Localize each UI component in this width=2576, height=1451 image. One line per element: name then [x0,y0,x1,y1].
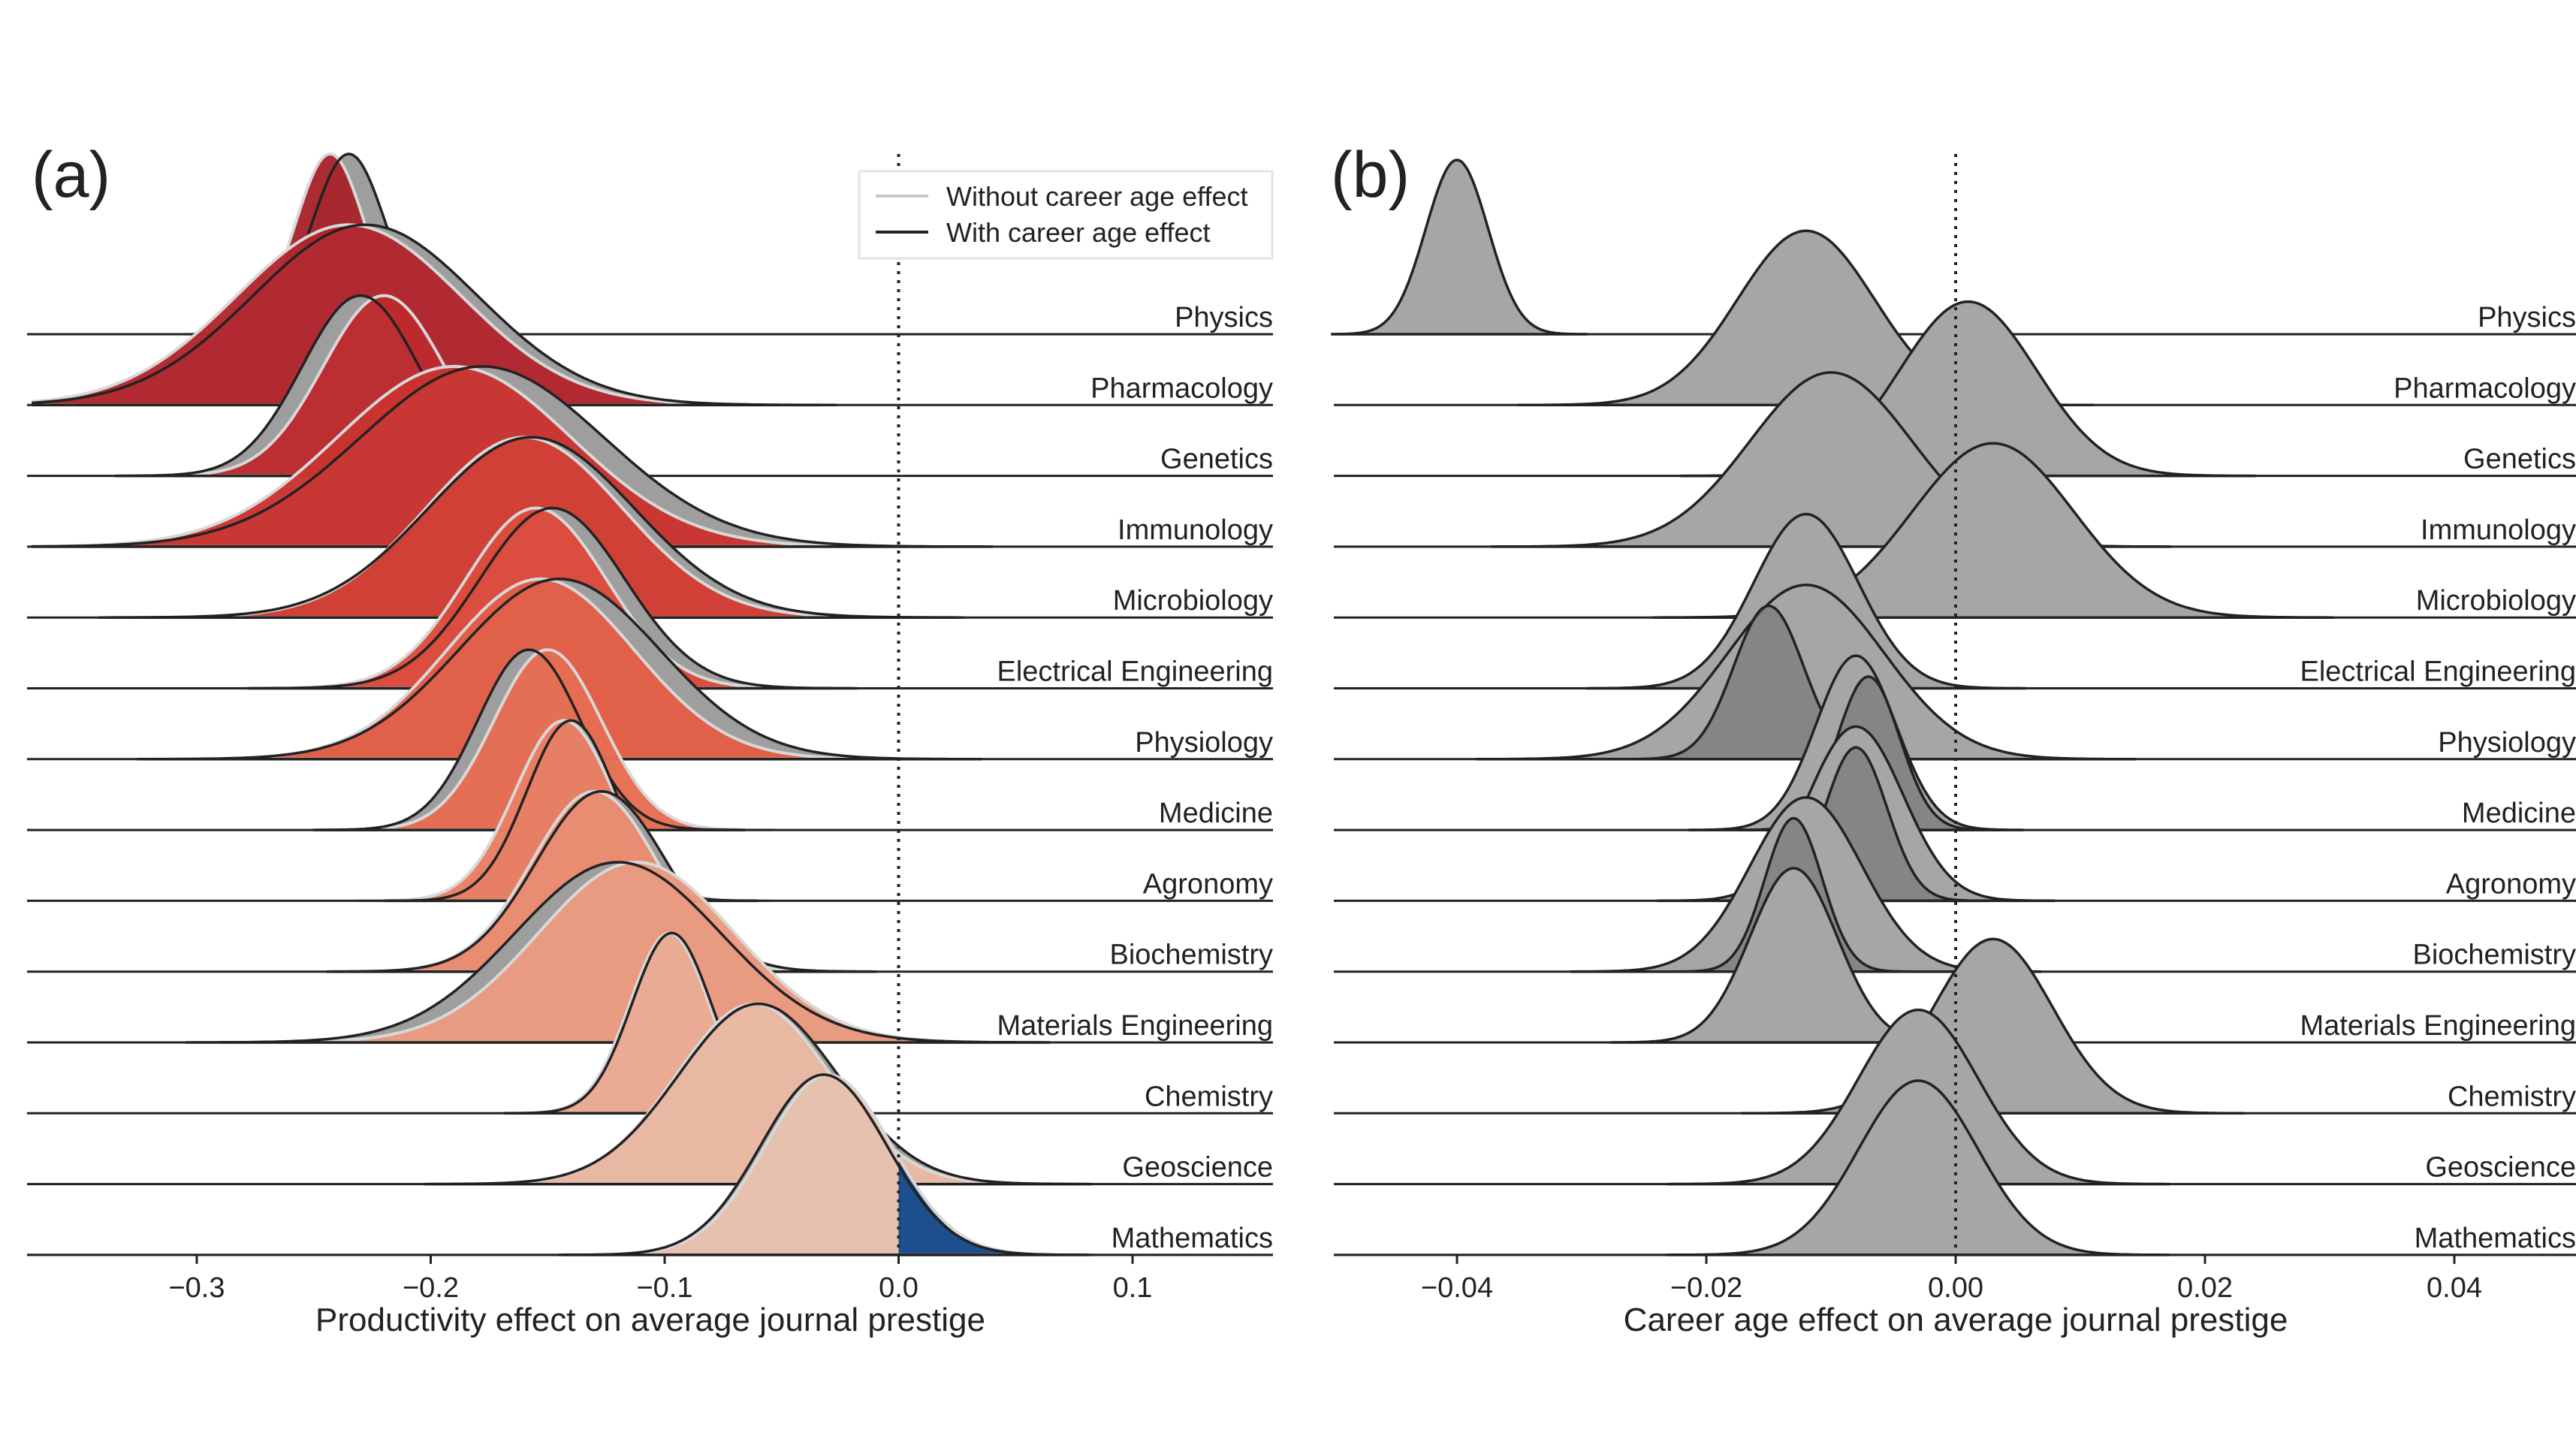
ridge-a-label: Geoscience [1122,1152,1273,1184]
panel-a: (a) Physics Pharmacology Genetics Immunolog… [27,139,1274,1338]
ridge-b-label: Pharmacology [2394,373,2576,404]
ridge-b-label: Microbiology [2416,585,2576,617]
ridge-a-without-fill [33,225,821,406]
ridge-a-without-fill [128,295,640,476]
panel-b-ridges: Physics Pharmacology Genetics Immunology Mic… [1331,158,2576,1256]
ridge-a-label: Chemistry [1145,1081,1273,1112]
ridge-a-without-outline [321,648,774,832]
panel-b-tick-label: 0.04 [2427,1272,2482,1304]
ridge-a-label: Immunology [1118,514,1273,546]
ridge-b-label: Agronomy [2446,868,2576,900]
ridge-a-label: Agronomy [1143,868,1273,900]
ridge-a-label: Pharmacology [1090,373,1273,404]
ridge-a-without-outline [32,364,946,548]
legend-label-with: With career age effect [946,217,1211,248]
legend-label-without: Without career age effect [946,181,1248,212]
ridge-a-label: Physics [1175,302,1273,333]
panel-a-ridges: Physics Pharmacology Genetics Immunology Mic… [27,152,1274,1256]
ridge-b-label: Genetics [2463,444,2576,475]
panel-a-tick-label: 0.1 [1113,1272,1153,1304]
ridge-a-with-outline [312,648,746,831]
ridge-a-with-outline [32,365,994,548]
ridge-b-label: Immunology [2421,514,2576,546]
ridge-a-label: Materials Engineering [997,1010,1273,1042]
ridge-a-label: Electrical Engineering [997,656,1273,688]
ridge-a-with-outline [98,436,964,619]
ridge-b-label: Medicine [2462,798,2576,829]
panel-a-tick-label: −0.2 [403,1272,459,1304]
ridge-b-materials-engineering: Materials Engineering [1334,867,2576,1044]
ridge-b-label: Materials Engineering [2300,1010,2576,1042]
panel-a-x-axis-label: Productivity effect on average journal p… [315,1302,985,1338]
panel-b: (b) Physics Pharmacology Genetics Immunolog… [1331,139,2576,1338]
ridge-a-with-outline [32,223,837,407]
ridge-a-with-outline [558,1073,1090,1256]
ridge-a-pharmacology: Pharmacology [27,223,1273,407]
panel-b-label: (b) [1331,139,1410,211]
panel-a-label: (a) [32,139,110,211]
ridge-a-label: Physiology [1135,727,1273,759]
ridge-b-fill [1331,158,1588,336]
ridge-b-fill [1667,1079,2170,1256]
ridge-a-label: Microbiology [1113,585,1273,617]
ridge-a-with-outline [326,789,877,973]
panel-b-tick-label: 0.00 [1928,1272,1983,1304]
ridge-a-with-outline [186,861,1051,1044]
panel-a-tick-label: −0.1 [636,1272,692,1304]
ridge-a-with-outline [137,578,982,761]
panel-b-tick-label: −0.04 [1421,1272,1493,1304]
ridge-a-label: Mathematics [1112,1223,1273,1254]
ridge-a-geoscience: Geoscience [27,1002,1273,1186]
panel-b-tick-label: −0.02 [1670,1272,1742,1304]
panel-b-x-axis: −0.04 −0.02 0.00 0.02 0.04 [1334,1253,2576,1304]
panel-b-x-axis-label: Career age effect on average journal pre… [1624,1302,2288,1338]
ridge-b-pharmacology: Pharmacology [1334,229,2576,407]
ridge-b-label: Geoscience [2425,1152,2576,1184]
panel-a-tick-label: 0.0 [879,1272,918,1304]
ridge-b-label: Mathematics [2415,1223,2576,1254]
legend: Without career age effect With career ag… [858,170,1274,260]
ridge-b-label: Physiology [2438,727,2576,759]
panel-a-tick-label: −0.3 [168,1272,225,1304]
ridge-a-without-fill [563,1074,1094,1255]
ridge-a-without-fill [429,1003,1078,1184]
ridge-a-label: Biochemistry [1110,940,1274,971]
ridge-a-with-outline [424,1002,1093,1186]
ridge-b-label: Biochemistry [2413,940,2576,971]
ridge-a-without-fill [224,862,1050,1042]
ridge-b-label: Electrical Engineering [2300,656,2576,688]
panel-a-x-axis: −0.3 −0.2 −0.1 0.0 0.1 [27,1253,1273,1304]
ridge-b-label: Chemistry [2448,1081,2576,1112]
ridge-a-with-outline [247,506,858,690]
ridge-b-fill [1742,937,2245,1115]
legend-frame [858,170,1274,260]
ridge-b-label: Physics [2478,302,2576,333]
ridge-a-label: Genetics [1160,444,1273,475]
ridge-a-positive-fill [898,1157,1094,1255]
ridge-a-label: Medicine [1159,798,1273,829]
panel-b-tick-label: 0.02 [2177,1272,2233,1304]
ridge-a-without-fill [502,933,837,1114]
